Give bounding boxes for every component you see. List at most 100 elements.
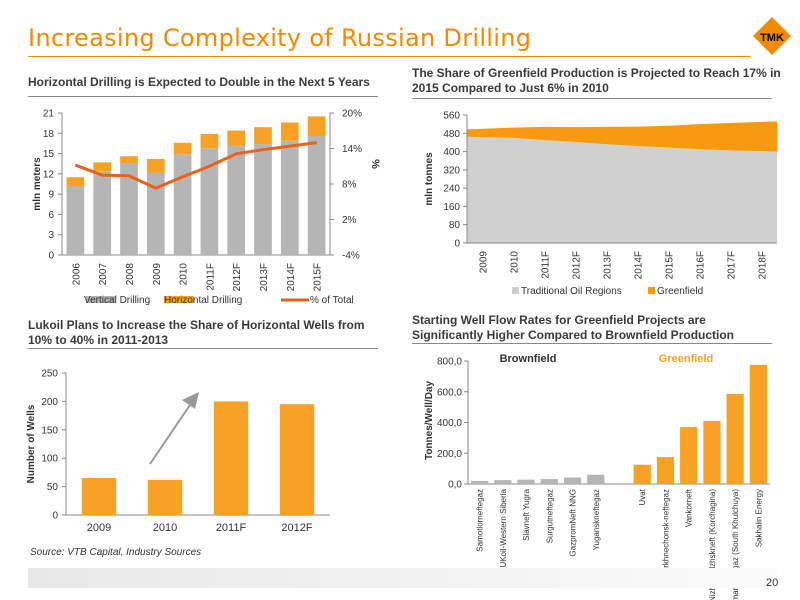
- bar-vertical-drilling: [254, 144, 272, 255]
- page-number: 20: [766, 577, 779, 589]
- footer-bar: [28, 568, 778, 588]
- greenfield-share-rule: [412, 98, 772, 99]
- x-tick-label: 2012F: [572, 251, 583, 279]
- x-tick-label: 2009: [152, 263, 163, 286]
- bar-wells: [279, 404, 315, 515]
- x-tick-label: 2011F: [216, 522, 247, 534]
- y-tick-label: 0: [48, 251, 54, 262]
- y-tick-label: 200,0: [437, 449, 462, 460]
- y2-tick-label: 8%: [342, 180, 357, 191]
- bar-brownfield: [517, 479, 535, 484]
- page-title: Increasing Complexity of Russian Drillin…: [28, 24, 532, 52]
- growth-arrow-head: [182, 392, 199, 409]
- group-label-brownfield: Brownfield: [500, 353, 557, 365]
- bar-vertical-drilling: [146, 172, 165, 255]
- y2-tick-label: 14%: [342, 144, 362, 155]
- y-axis-label: Number of Wells: [26, 404, 37, 483]
- bar-greenfield: [703, 420, 721, 484]
- bar-horizontal-drilling: [146, 158, 165, 173]
- bar-vertical-drilling: [307, 135, 326, 255]
- y2-axis-label: %: [369, 159, 381, 169]
- legend-label-vertical: Vertical Drilling: [84, 295, 150, 306]
- y-axis-label: Tonnes/Well/Day: [424, 381, 435, 461]
- legend-swatch-vertical: [86, 296, 116, 303]
- area-greenfield: [467, 121, 777, 152]
- y-tick-label: 50: [47, 482, 59, 493]
- x-tick-label: 2014F: [286, 263, 297, 291]
- x-tick-label: 2011F: [205, 263, 216, 291]
- y2-tick-label: 20%: [342, 109, 362, 120]
- x-tick-label: 2015F: [665, 251, 676, 279]
- y-tick-label: 3: [48, 230, 54, 241]
- bar-vertical-drilling: [173, 154, 192, 255]
- y-tick-label: 800,0: [437, 357, 462, 368]
- bar-greenfield: [726, 394, 744, 484]
- y-tick-label: 150: [41, 425, 58, 436]
- y-tick-label: 600,0: [437, 387, 462, 398]
- lukoil-chart-rule: [28, 348, 378, 349]
- x-tick-label: Naryanmarneftegaz (South Khulchuya): [731, 489, 740, 600]
- flow-rates-rule: [412, 343, 772, 344]
- y-tick-label: 200: [41, 397, 58, 408]
- bar-horizontal-drilling: [254, 127, 272, 145]
- legend-swatch-horizontal: [164, 296, 194, 303]
- bar-brownfield: [563, 477, 582, 484]
- bar-greenfield: [749, 364, 767, 484]
- y-tick-label: 0,0: [448, 480, 462, 491]
- tmk-logo: TMK: [753, 17, 791, 55]
- y2-tick-label: -4%: [342, 251, 360, 262]
- x-tick-label: 2006: [71, 263, 82, 286]
- y-tick-label: 21: [43, 109, 55, 120]
- x-tick-label: 2010: [179, 263, 190, 286]
- x-tick-label: Sakhalin Energy: [754, 489, 763, 547]
- legend-label-traditional: Traditional Oil Regions: [521, 286, 622, 297]
- x-tick-label: Verkhnechonsk-neftegaz: [661, 489, 670, 577]
- x-tick-label: 2011F: [541, 251, 552, 279]
- bar-vertical-drilling: [227, 145, 246, 255]
- x-tick-label: LUKoil-Western Siberia: [499, 488, 508, 572]
- y-tick-label: 18: [43, 129, 55, 140]
- y-tick-label: 400: [443, 147, 460, 158]
- x-tick-label: 2008: [125, 263, 136, 286]
- x-tick-label: 2010: [153, 522, 177, 534]
- x-tick-label: Samotlorneftegaz: [476, 489, 485, 552]
- bar-wells: [213, 401, 249, 515]
- y2-tick-label: 2%: [342, 215, 357, 226]
- horizontal-chart-rule: [28, 96, 378, 97]
- bar-horizontal-drilling: [120, 156, 138, 164]
- y-tick-label: 80: [449, 220, 461, 231]
- x-tick-label: Surgutneftegaz: [545, 489, 554, 543]
- bar-vertical-drilling: [200, 148, 219, 255]
- x-tick-label: 2018F: [758, 251, 769, 279]
- x-tick-label: Yuganskneftegaz: [592, 489, 601, 550]
- bar-horizontal-drilling: [66, 177, 85, 187]
- bar-greenfield: [680, 427, 698, 484]
- x-tick-label: 2013F: [259, 263, 270, 291]
- bar-vertical-drilling: [66, 186, 85, 255]
- greenfield-share-title: The Share of Greenfield Production is Pr…: [412, 66, 781, 95]
- x-tick-label: 2013F: [603, 251, 614, 279]
- x-tick-label: 2012F: [232, 263, 243, 291]
- x-tick-label: GazpromNeft NNG: [569, 489, 578, 557]
- flow-rates-title: Starting Well Flow Rates for Greenfield …: [412, 313, 735, 342]
- x-tick-label: 2014F: [634, 251, 645, 279]
- x-tick-label: 2009: [87, 522, 111, 534]
- bar-horizontal-drilling: [93, 162, 112, 172]
- legend-label-horizontal: Horizontal Drilling: [164, 295, 242, 306]
- y-tick-label: 100: [41, 454, 58, 465]
- horizontal-chart-title: Horizontal Drilling is Expected to Doubl…: [28, 75, 370, 89]
- bar-brownfield: [471, 480, 489, 484]
- bar-brownfield: [587, 474, 605, 484]
- bar-brownfield: [494, 480, 512, 484]
- bar-horizontal-drilling: [280, 122, 299, 141]
- bar-horizontal-drilling: [307, 116, 326, 136]
- y-axis-label: mln meters: [32, 157, 43, 211]
- bar-brownfield: [540, 479, 558, 484]
- y-tick-label: 320: [443, 165, 460, 176]
- legend-label-pct: % of Total: [310, 295, 354, 306]
- lukoil-chart-title: Lukoil Plans to Increase the Share of Ho…: [28, 318, 365, 347]
- y-tick-label: 9: [48, 190, 54, 201]
- source-note: Source: VTB Capital, Industry Sources: [30, 547, 202, 558]
- legend-swatch-greenfield: [648, 287, 655, 294]
- group-label-greenfield: Greenfield: [659, 353, 713, 365]
